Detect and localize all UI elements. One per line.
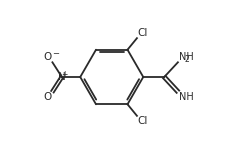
Text: 2: 2 xyxy=(184,55,189,64)
Text: Cl: Cl xyxy=(138,28,148,38)
Text: −: − xyxy=(52,49,59,58)
Text: +: + xyxy=(61,70,68,79)
Text: NH: NH xyxy=(179,52,194,62)
Text: N: N xyxy=(58,72,66,82)
Text: NH: NH xyxy=(179,92,194,102)
Text: O: O xyxy=(43,52,51,62)
Text: O: O xyxy=(43,92,51,102)
Text: Cl: Cl xyxy=(138,116,148,126)
